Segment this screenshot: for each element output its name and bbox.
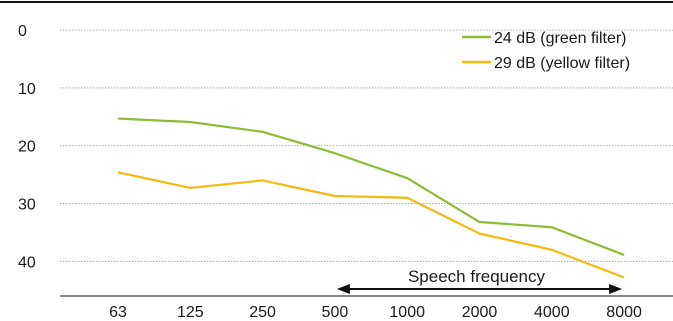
legend-label-yellow: 29 dB (yellow filter) bbox=[494, 55, 630, 72]
y-tick-label-30: 30 bbox=[18, 197, 36, 214]
x-tick-label-1000: 1000 bbox=[389, 304, 425, 321]
x-tick-label-63: 63 bbox=[109, 304, 127, 321]
legend: 24 dB (green filter) 29 dB (yellow filte… bbox=[462, 30, 630, 72]
x-tick-label-500: 500 bbox=[322, 304, 349, 321]
arrowhead-left-icon bbox=[336, 284, 350, 294]
x-tick-label-8000: 8000 bbox=[606, 304, 642, 321]
speech-frequency-label: Speech frequency bbox=[408, 267, 546, 286]
series-line-1 bbox=[117, 171, 625, 279]
arrowhead-right-icon bbox=[609, 284, 623, 294]
y-tick-label-20: 20 bbox=[18, 139, 36, 156]
x-tick-label-125: 125 bbox=[177, 304, 204, 321]
x-axis-ticks: 63 125 250 500 1000 2000 4000 8000 bbox=[109, 304, 642, 321]
x-tick-label-2000: 2000 bbox=[462, 304, 498, 321]
x-tick-label-4000: 4000 bbox=[534, 304, 570, 321]
y-tick-label-10: 10 bbox=[18, 81, 36, 98]
y-tick-label-40: 40 bbox=[18, 254, 36, 271]
legend-label-green: 24 dB (green filter) bbox=[494, 30, 627, 47]
series-line-0 bbox=[117, 117, 625, 256]
y-axis-ticks: 0 10 20 30 40 bbox=[18, 23, 36, 271]
grid bbox=[60, 29, 673, 262]
y-tick-label-0: 0 bbox=[18, 23, 27, 40]
x-tick-label-250: 250 bbox=[249, 304, 276, 321]
speech-frequency-annotation: Speech frequency bbox=[336, 267, 623, 294]
series-lines bbox=[117, 117, 625, 279]
